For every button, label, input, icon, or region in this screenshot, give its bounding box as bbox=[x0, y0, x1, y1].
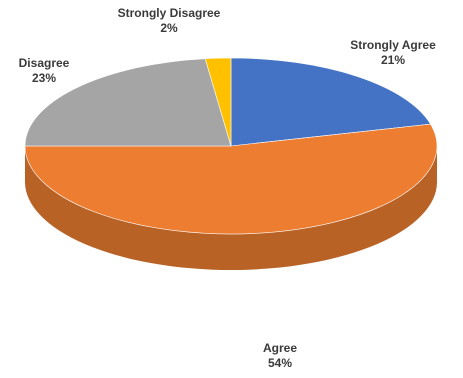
slice-name-strongly-agree: Strongly Agree bbox=[350, 38, 436, 52]
slice-label-agree: Agree 54% bbox=[240, 341, 320, 371]
slice-name-agree: Agree bbox=[262, 341, 297, 355]
slice-name-strongly-disagree: Strongly Disagree bbox=[117, 6, 221, 20]
slice-strongly-disagree bbox=[204, 57, 232, 147]
slice-name-disagree: Disagree bbox=[18, 56, 70, 70]
slice-percent-strongly-disagree: 2% bbox=[160, 21, 178, 35]
slice-percent-agree: 54% bbox=[267, 356, 293, 370]
slice-percent-disagree: 23% bbox=[31, 71, 57, 85]
slice-percent-strongly-agree: 21% bbox=[380, 53, 406, 67]
slice-label-strongly-agree: Strongly Agree 21% bbox=[337, 38, 449, 68]
slice-label-disagree: Disagree 23% bbox=[2, 56, 86, 86]
slice-agree bbox=[24, 123, 438, 235]
slice-side-agree bbox=[25, 146, 437, 270]
slice-label-strongly-disagree: Strongly Disagree 2% bbox=[109, 6, 229, 36]
slice-strongly-agree bbox=[230, 57, 432, 147]
slice-disagree bbox=[24, 58, 232, 147]
